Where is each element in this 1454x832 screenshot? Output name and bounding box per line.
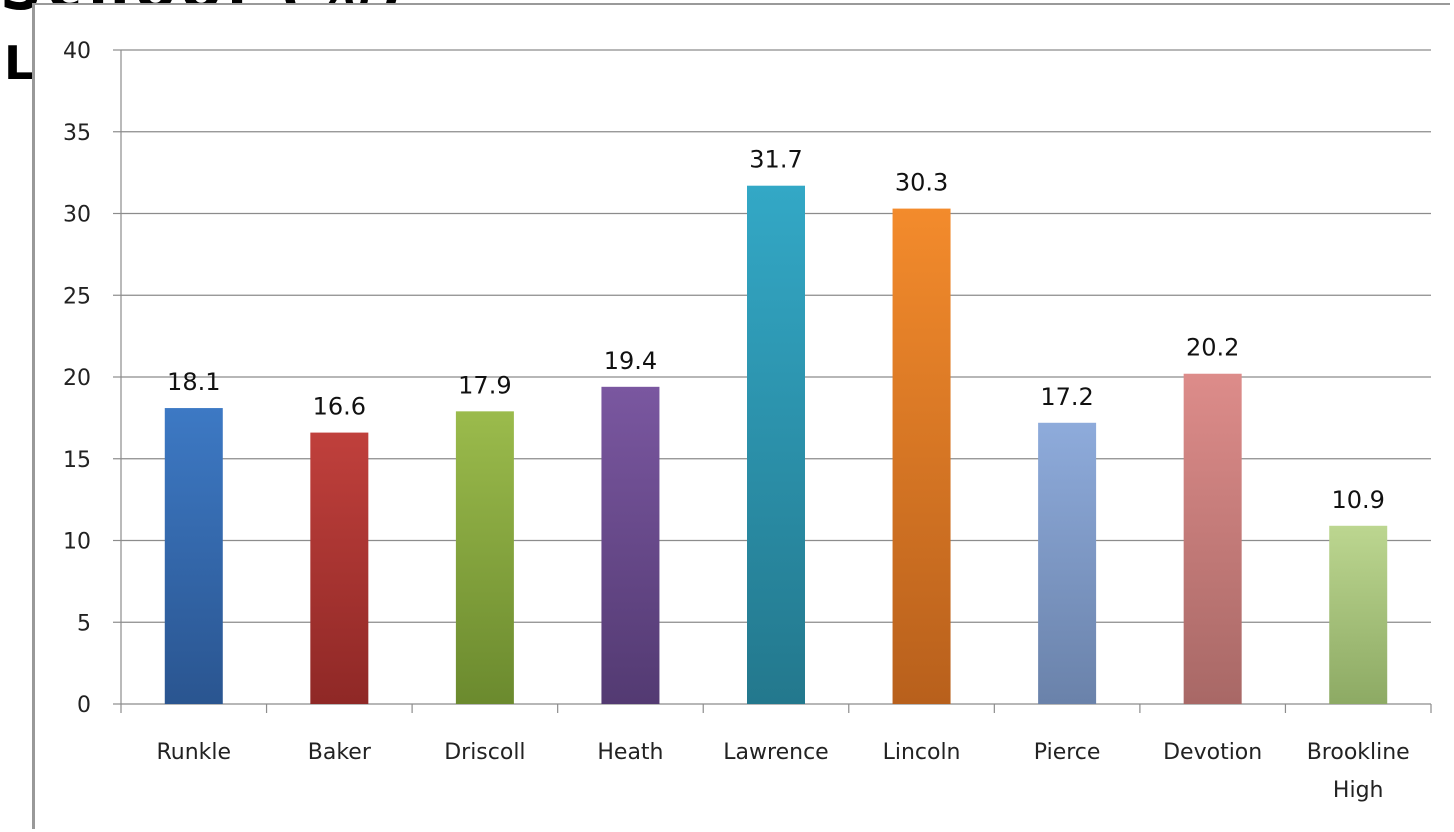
data-label: 30.3 [895, 169, 948, 197]
bar-0 [164, 408, 223, 704]
category-label: Driscoll [444, 740, 525, 765]
category-label: High [1333, 778, 1384, 803]
category-label: Baker [308, 740, 372, 765]
background-title-fragment: L [4, 36, 34, 90]
y-tick-label: 5 [77, 611, 91, 636]
category-label: Lincoln [883, 740, 961, 765]
chart-frame: 0 5 10 15 20 25 30 35 40 18.1 Runkle 16.6 Baker 17.9 D… [32, 3, 1450, 829]
category-label: Devotion [1163, 740, 1262, 765]
bar-6 [1038, 422, 1097, 704]
data-label: 17.9 [458, 371, 511, 399]
category-label: Pierce [1034, 740, 1101, 765]
data-label: 18.1 [167, 368, 220, 396]
data-label: 17.2 [1040, 383, 1093, 411]
category-label: Lawrence [723, 740, 828, 765]
data-label: 31.7 [749, 146, 802, 174]
bar-8 [1329, 525, 1388, 704]
y-tick-label: 25 [63, 284, 91, 309]
y-tick-label: 0 [77, 693, 91, 718]
y-tick-label: 40 [63, 39, 91, 64]
bar-7 [1183, 373, 1242, 704]
category-label: Runkle [156, 740, 231, 765]
data-label: 20.2 [1186, 334, 1239, 362]
data-label: 19.4 [604, 347, 657, 375]
y-tick-label: 35 [63, 121, 91, 146]
y-tick-label: 20 [63, 366, 91, 391]
y-tick-label: 30 [63, 203, 91, 228]
y-tick-label: 15 [63, 448, 91, 473]
data-label: 10.9 [1332, 486, 1385, 514]
category-label: Brookline [1307, 740, 1410, 765]
bar-chart: 0 5 10 15 20 25 30 35 40 18.1 Runkle 16.6 Baker 17.9 D… [63, 39, 1432, 803]
bar-4 [747, 185, 805, 704]
y-tick-label: 10 [63, 530, 91, 555]
bar-3 [601, 386, 660, 704]
bar-2 [455, 411, 514, 704]
category-label: Heath [597, 740, 663, 765]
data-label: 16.6 [313, 393, 366, 421]
bar-1 [310, 432, 369, 704]
bar-5 [892, 208, 951, 704]
